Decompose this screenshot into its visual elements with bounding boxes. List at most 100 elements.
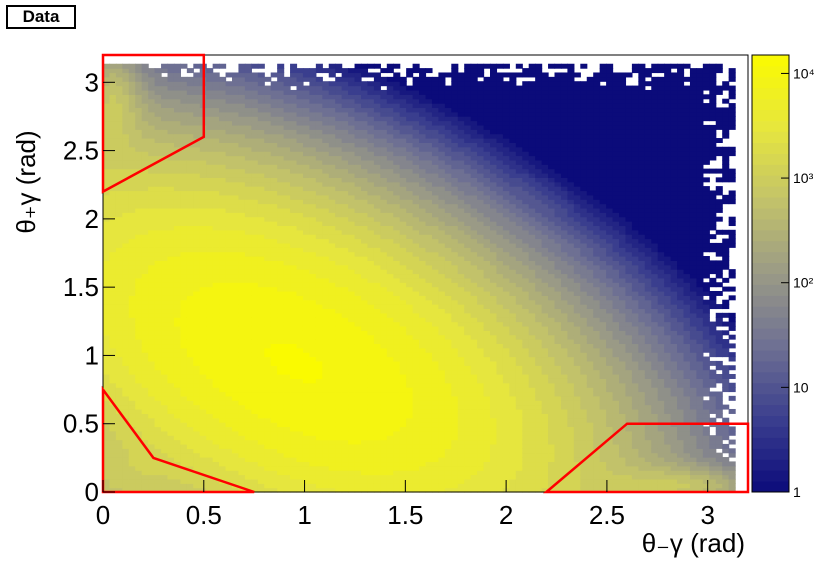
heatmap-cell [270,439,278,445]
heatmap-cell [193,317,201,323]
heatmap-cell [393,159,401,165]
heatmap-cell [212,347,220,353]
heatmap-cell [412,273,420,279]
heatmap-cell [122,168,130,174]
heatmap-cell [141,422,149,428]
heatmap-cell [361,212,369,218]
heatmap-cell [296,391,304,397]
heatmap-cell [167,107,175,113]
heatmap-cell [264,181,272,187]
heatmap-cell [335,103,343,109]
heatmap-cell [328,321,336,327]
heatmap-cell [180,151,188,157]
heatmap-cell [180,199,188,205]
heatmap-cell [128,483,136,489]
heatmap-cell [161,124,169,130]
heatmap-cell [232,221,240,227]
heatmap-cell [128,216,136,222]
heatmap-cell [206,238,214,244]
heatmap-cell [373,85,381,91]
heatmap-cell [283,404,291,410]
heatmap-cell [302,155,310,161]
heatmap-cell [309,260,317,266]
heatmap-cell [361,369,369,375]
heatmap-cell [115,321,123,327]
heatmap-cell [354,286,362,292]
heatmap-cell [186,146,194,152]
heatmap-cell [399,277,407,283]
heatmap-cell [354,387,362,393]
heatmap-cell [225,365,233,371]
heatmap-cell [419,374,427,379]
heatmap-cell [277,256,285,261]
heatmap-cell [154,408,162,414]
heatmap-cell [419,408,427,414]
heatmap-cell [109,413,117,419]
heatmap-cell [167,68,175,74]
heatmap-cell [232,408,240,414]
heatmap-cell [367,177,375,183]
heatmap-cell [167,155,175,161]
heatmap-cell [361,347,369,353]
heatmap-cell [206,133,214,139]
heatmap-cell [219,321,227,327]
heatmap-cell [425,212,433,218]
heatmap-cell [173,417,181,423]
heatmap-cell [406,400,414,406]
heatmap-cell [173,72,181,78]
heatmap-cell [270,168,278,174]
heatmap-cell [315,452,323,458]
heatmap-cell [122,277,130,283]
heatmap-cell [412,238,420,244]
heatmap-cell [212,247,220,253]
heatmap-cell [393,76,401,82]
heatmap-cell [128,387,136,393]
heatmap-cell [393,89,401,95]
heatmap-cell [251,85,259,91]
heatmap-cell [412,168,420,174]
heatmap-cell [225,435,233,441]
heatmap-cell [302,321,310,327]
heatmap-cell [348,168,356,174]
heatmap-cell [225,89,233,95]
heatmap-cell [393,487,401,493]
heatmap-cell [367,142,375,148]
heatmap-cell [315,260,323,266]
heatmap-cell [167,133,175,139]
heatmap-cell [238,426,246,432]
heatmap-cell [206,334,214,340]
heatmap-cell [109,465,117,471]
heatmap-cell [315,221,323,227]
heatmap-cell [361,443,369,449]
heatmap-cell [309,295,317,301]
heatmap-cell [270,347,278,353]
heatmap-cell [238,242,246,248]
heatmap-cell [141,417,149,423]
heatmap-cell [302,273,310,279]
heatmap-cell [109,382,117,388]
heatmap-cell [199,448,207,454]
heatmap-cell [335,107,343,113]
heatmap-cell [225,360,233,366]
heatmap-cell [315,400,323,406]
heatmap-cell [302,146,310,152]
heatmap-cell [283,103,291,109]
heatmap-cell [232,360,240,366]
heatmap-cell [199,461,207,467]
heatmap-cell [257,181,265,187]
heatmap-cell [103,325,111,331]
heatmap-cell [180,203,188,209]
heatmap-cell [186,382,194,388]
heatmap-cell [109,286,117,292]
heatmap-cell [238,107,246,113]
heatmap-cell [367,260,375,266]
heatmap-cell [309,269,317,275]
heatmap-cell [212,443,220,449]
heatmap-cell [393,334,401,340]
heatmap-cell [354,142,362,148]
heatmap-cell [154,422,162,428]
heatmap-cell [238,225,246,231]
heatmap-cell [173,374,181,379]
heatmap-cell [367,395,375,401]
heatmap-cell [264,435,272,441]
